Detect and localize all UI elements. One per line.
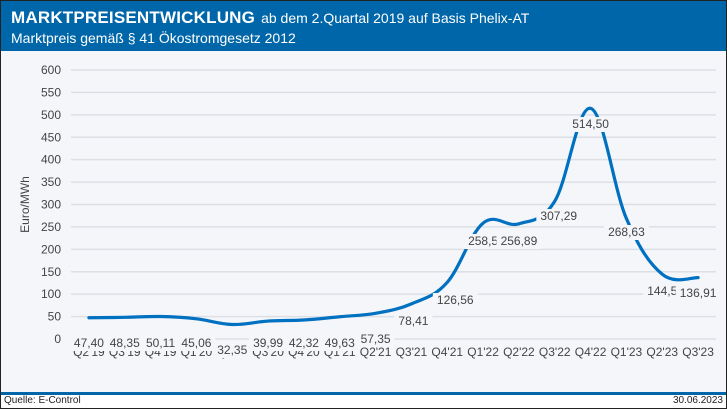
x-tick-label: Q4'21 <box>431 345 463 359</box>
data-label-bg <box>284 336 323 351</box>
data-label-bg <box>320 336 359 351</box>
data-label-bg <box>675 286 721 301</box>
source-label: Quelle: E-Control <box>4 395 81 406</box>
x-tick-label: Q2'21 <box>360 345 392 359</box>
data-label-bg <box>604 225 649 240</box>
data-label: 307,29 <box>540 209 577 223</box>
footer-divider <box>1 392 726 395</box>
y-tick-label: 600 <box>41 63 61 77</box>
y-tick-label: 200 <box>41 242 61 256</box>
data-label: 78,41 <box>398 314 428 328</box>
data-label: 50,11 <box>146 336 175 350</box>
price-line <box>87 106 700 327</box>
data-label: 514,50 <box>572 117 609 131</box>
data-label: 47,40 <box>74 336 104 350</box>
data-label-bg <box>536 209 582 224</box>
chart-title: MARKTPREISENTWICKLUNG <box>11 8 256 27</box>
y-tick-label: 100 <box>41 287 61 301</box>
chart-title-suffix: ab dem 2.Quartal 2019 auf Basis Phelix-A… <box>261 10 530 26</box>
x-tick-label: Q2'22 <box>503 345 535 359</box>
data-label: 49,63 <box>325 336 355 350</box>
data-label: 39,99 <box>253 336 283 350</box>
y-tick-label: 550 <box>41 85 61 99</box>
data-label: 268,63 <box>608 225 645 239</box>
data-label: 45,06 <box>181 336 211 350</box>
chart-footer: Quelle: E-Control 30.06.2023 <box>1 395 726 408</box>
data-label: 256,89 <box>501 234 538 248</box>
data-label: 32,35 <box>217 343 247 357</box>
data-label-bg <box>213 343 252 358</box>
x-tick-label: Q1'22 <box>467 345 499 359</box>
line-chart: 0 50 100 150 200 250 300 350 400 450 500 550 600 Euro… <box>18 63 721 359</box>
data-label: 136,91 <box>680 286 717 300</box>
y-tick-label: 0 <box>54 332 61 346</box>
data-label: 258,5 <box>468 234 498 248</box>
data-label-bg <box>496 234 542 249</box>
y-tick-label: 350 <box>41 175 61 189</box>
y-tick-label: 150 <box>41 265 61 279</box>
title-line: MARKTPREISENTWICKLUNG ab dem 2.Quartal 20… <box>11 8 529 28</box>
data-label: 144,5 <box>647 284 677 298</box>
x-tick-label: Q2'23 <box>646 345 678 359</box>
data-label-bg <box>568 117 613 132</box>
y-tick-label: 400 <box>41 153 61 167</box>
y-tick-label: 250 <box>41 220 61 234</box>
data-label-bg <box>177 336 216 351</box>
data-label-bg <box>464 234 503 249</box>
x-tick-label: Q4'22 <box>575 345 607 359</box>
data-label-bg <box>643 284 682 299</box>
data-label: 42,32 <box>289 336 319 350</box>
date-label: 30.06.2023 <box>672 395 723 406</box>
x-tick-label: Q3'23 <box>682 345 714 359</box>
y-axis-label: Euro/MWh <box>18 176 32 233</box>
x-tick-label: Q3'21 <box>396 345 428 359</box>
y-tick-label: 300 <box>41 198 61 212</box>
data-label-bg <box>69 336 108 351</box>
data-label: 126,56 <box>437 293 474 307</box>
data-label-bg <box>141 336 180 351</box>
data-label-bg <box>105 336 144 351</box>
data-label-bg <box>432 293 478 308</box>
data-label-bg <box>356 332 395 347</box>
x-tick-label: Q3'22 <box>539 345 571 359</box>
data-label: 57,35 <box>361 332 391 346</box>
x-tick-label: Q1'23 <box>611 345 643 359</box>
data-label-bg <box>249 336 288 351</box>
chart-subtitle: Marktpreis gemäß § 41 Ökostromgesetz 201… <box>11 30 296 46</box>
y-tick-label: 500 <box>41 108 61 122</box>
chart-header: MARKTPREISENTWICKLUNG ab dem 2.Quartal 20… <box>1 1 726 51</box>
data-label-bg <box>394 314 433 329</box>
y-tick-label: 50 <box>48 310 62 324</box>
data-label: 48,35 <box>110 336 140 350</box>
y-tick-label: 450 <box>41 130 61 144</box>
